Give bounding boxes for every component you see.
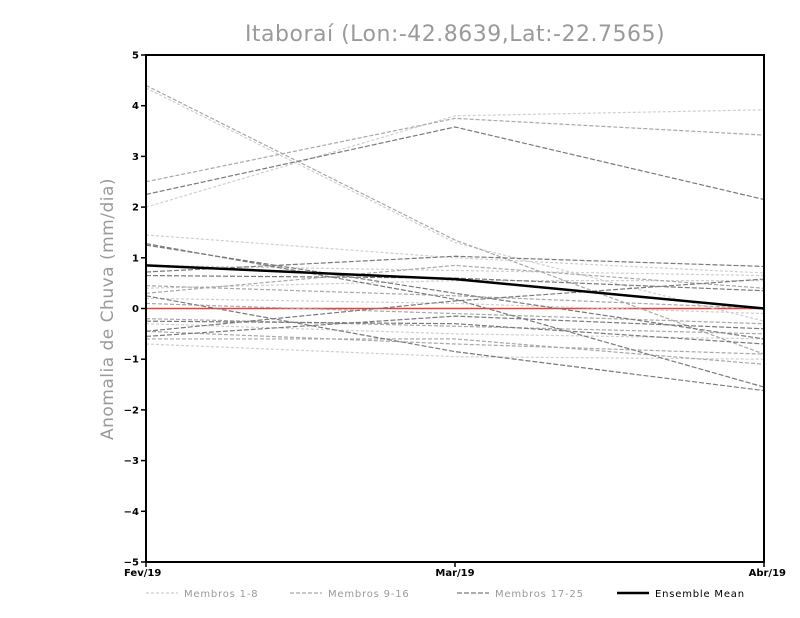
member-series-line	[145, 109, 765, 208]
y-tick-label: 5	[132, 51, 139, 62]
x-tick-label: Fev/19	[124, 568, 161, 579]
y-axis-label: Anomalia de Chuva (mm/dia)	[98, 178, 118, 440]
y-tick-label: −1	[124, 355, 139, 366]
plot-frame	[145, 54, 765, 563]
legend-label: Membros 1-8	[184, 589, 258, 600]
member-series-line	[145, 87, 765, 322]
member-series-line	[145, 117, 765, 183]
ensemble-members	[145, 84, 765, 392]
y-tick-label: 2	[132, 203, 139, 214]
legend-label: Membros 9-16	[328, 589, 410, 600]
y-tick-label: −4	[124, 507, 139, 518]
member-series-line	[145, 320, 765, 345]
y-tick-label: −2	[124, 405, 139, 416]
y-tick-label: 1	[132, 253, 139, 264]
y-tick-label: −3	[124, 456, 139, 467]
chart-title: Itaboraí (Lon:-42.8639,Lat:-22.7565)	[245, 22, 665, 47]
y-tick-label: −5	[124, 558, 139, 569]
member-series-line	[145, 243, 765, 388]
member-series-line	[145, 297, 765, 315]
member-series-line	[145, 84, 765, 355]
legend: Membros 1-8 Membros 9-16 Membros 17-25 Ense…	[146, 589, 745, 600]
axis-ticks: −5 −4 −3 −2 −1 0 1 2 3 4 5 Fev/19 Mar/19 Abr/19	[124, 51, 786, 580]
member-series-line	[145, 244, 765, 340]
member-series-line	[145, 264, 765, 294]
y-tick-label: 0	[132, 304, 139, 315]
member-series-line	[146, 338, 765, 365]
legend-label: Membros 17-25	[495, 589, 584, 600]
member-series-line	[145, 330, 765, 355]
member-series-line	[145, 302, 765, 325]
member-series-line	[145, 315, 765, 337]
y-tick-label: 4	[132, 101, 139, 112]
member-series-line	[145, 285, 765, 310]
ensemble-mean-line	[145, 264, 765, 310]
x-tick-label: Mar/19	[435, 568, 474, 579]
x-tick-label: Abr/19	[749, 568, 786, 579]
member-series-line	[145, 255, 765, 273]
member-series-line	[145, 295, 765, 392]
y-tick-label: 3	[132, 152, 139, 163]
member-series-line	[145, 234, 765, 274]
legend-label: Ensemble Mean	[655, 589, 745, 600]
ensemble-mean	[145, 264, 765, 310]
member-series-line	[145, 126, 765, 201]
member-series-line	[145, 264, 765, 277]
member-series-line	[145, 318, 765, 335]
member-series-line	[145, 278, 765, 332]
